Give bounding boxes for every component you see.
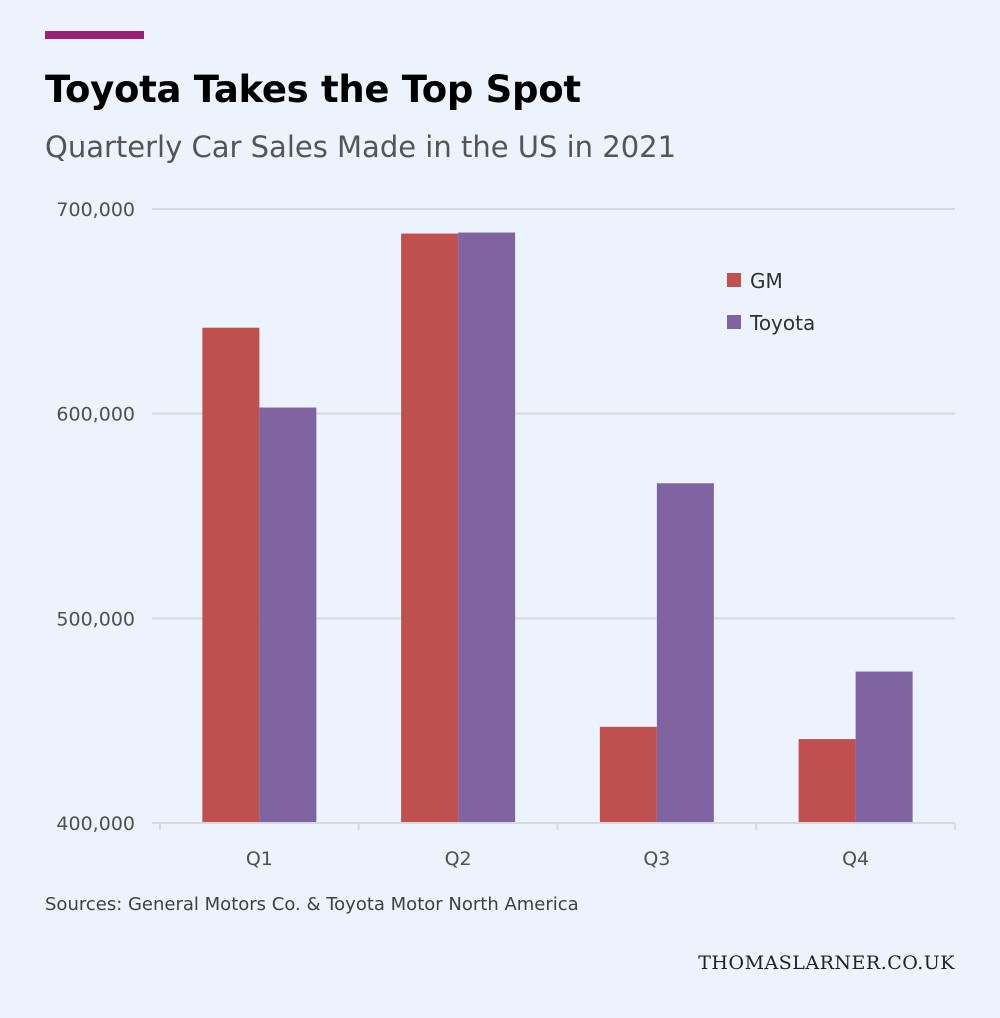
bar-chart: 400,000 500,000 600,000 700,000 Q1 Q2 Q3 Q4 GM T…	[56, 199, 956, 870]
bar-toyota-q3	[656, 483, 714, 823]
bar-toyota-q4	[855, 671, 913, 823]
legend-label-toyota: Toyota	[749, 311, 815, 335]
bar-gm-q2	[401, 233, 459, 823]
y-tick-label: 700,000	[56, 199, 135, 221]
y-tick-label: 500,000	[56, 608, 135, 630]
chart-subtitle: Quarterly Car Sales Made in the US in 20…	[45, 130, 677, 164]
accent-bar	[45, 31, 144, 39]
bar-gm-q4	[798, 739, 856, 823]
legend-swatch-gm	[727, 273, 741, 287]
bar-gm-q1	[202, 327, 260, 823]
bar-toyota-q1	[259, 407, 317, 823]
y-tick-label: 400,000	[56, 813, 135, 835]
bars	[202, 232, 913, 823]
bar-gm-q3	[599, 726, 657, 823]
x-tick-label: Q3	[643, 848, 670, 870]
x-tick-label: Q4	[842, 848, 869, 870]
y-tick-label: 600,000	[56, 404, 135, 426]
legend-label-gm: GM	[750, 269, 783, 293]
bar-toyota-q2	[458, 232, 516, 823]
chart-title: Toyota Takes the Top Spot	[45, 68, 581, 111]
site-credit: THOMASLARNER.CO.UK	[698, 952, 955, 974]
legend-swatch-toyota	[727, 315, 741, 329]
legend: GM Toyota	[727, 269, 815, 335]
x-tick-label: Q2	[445, 848, 472, 870]
axes: 400,000 500,000 600,000 700,000 Q1 Q2 Q3 Q4	[56, 199, 956, 870]
source-note: Sources: General Motors Co. & Toyota Mot…	[45, 894, 579, 915]
x-tick-label: Q1	[246, 848, 273, 870]
